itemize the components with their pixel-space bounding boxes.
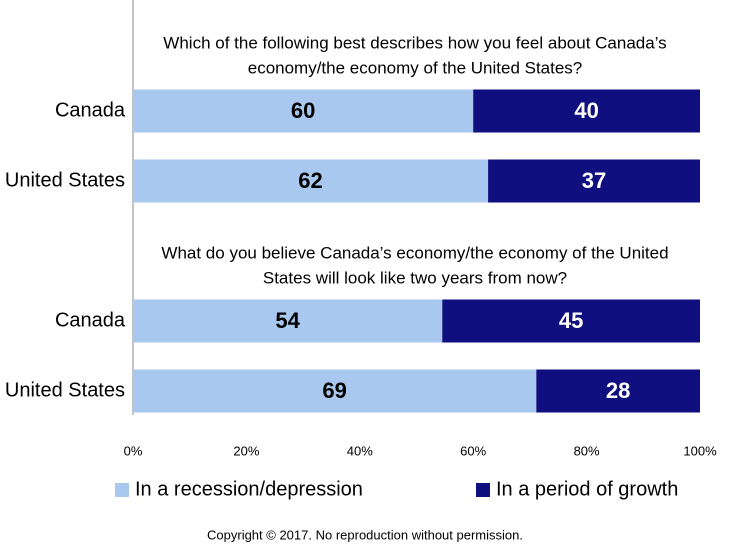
bar-segment (536, 369, 700, 413)
question: economy/the economy of the United States… (248, 58, 583, 77)
value-label: 60 (291, 98, 315, 123)
value-label: 40 (574, 98, 598, 123)
bar-segment (442, 299, 700, 343)
legend-swatch (115, 483, 129, 497)
bar-segment (473, 89, 700, 133)
question: States will look like two years from now… (263, 268, 567, 287)
legend-label: In a recession/depression (135, 478, 363, 500)
x-tick-label: 80% (574, 443, 600, 458)
value-label: 62 (298, 168, 322, 193)
question: Which of the following best describes ho… (163, 33, 666, 52)
x-tick-label: 40% (347, 443, 373, 458)
value-label: 69 (322, 378, 346, 403)
legend-label: In a period of growth (496, 478, 678, 500)
x-tick-label: 20% (233, 443, 259, 458)
bar-segment (133, 159, 489, 203)
footer: Copyright © 2017. No reproduction withou… (207, 527, 523, 542)
category-label: United States (5, 379, 125, 401)
question: What do you believe Canada’s economy/the… (161, 243, 668, 262)
value-label: 45 (559, 308, 583, 333)
x-tick-label: 0% (124, 443, 143, 458)
category-label: Canada (55, 99, 126, 121)
x-tick-label: 60% (460, 443, 486, 458)
legend-swatch (476, 483, 490, 497)
bar-segment (488, 159, 700, 203)
category-label: Canada (55, 309, 126, 331)
bar-segment (133, 89, 474, 133)
value-label: 54 (275, 308, 300, 333)
value-label: 37 (582, 168, 606, 193)
value-label: 28 (606, 378, 630, 403)
category-label: United States (5, 169, 125, 191)
x-tick-label: 100% (683, 443, 717, 458)
bar-segment (133, 369, 537, 413)
bar-segment (133, 299, 443, 343)
